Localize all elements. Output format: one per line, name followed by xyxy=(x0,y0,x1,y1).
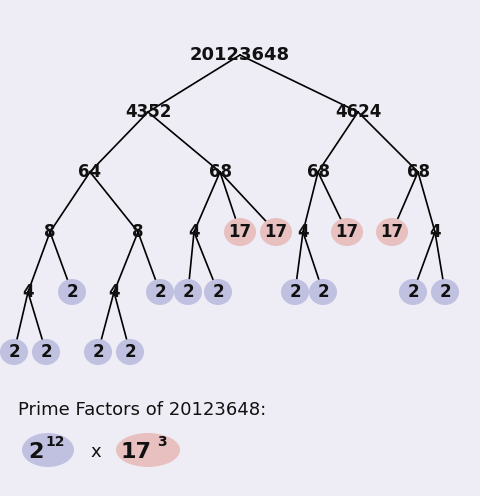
Ellipse shape xyxy=(174,279,202,305)
Text: 2: 2 xyxy=(154,283,166,301)
Text: 2: 2 xyxy=(317,283,329,301)
Text: 64: 64 xyxy=(78,163,102,181)
Ellipse shape xyxy=(116,433,180,467)
Ellipse shape xyxy=(376,218,408,246)
Ellipse shape xyxy=(22,433,74,467)
Text: 2: 2 xyxy=(289,283,301,301)
Text: 2: 2 xyxy=(407,283,419,301)
Text: 4624: 4624 xyxy=(335,103,381,121)
Text: 4: 4 xyxy=(297,223,309,241)
Ellipse shape xyxy=(58,279,86,305)
Text: 8: 8 xyxy=(132,223,144,241)
Text: 4: 4 xyxy=(108,283,120,301)
Text: 2: 2 xyxy=(8,343,20,361)
Text: 17: 17 xyxy=(336,223,359,241)
Ellipse shape xyxy=(431,279,459,305)
Ellipse shape xyxy=(146,279,174,305)
Ellipse shape xyxy=(32,339,60,365)
Text: 2: 2 xyxy=(439,283,451,301)
Text: 4352: 4352 xyxy=(125,103,171,121)
Text: 68: 68 xyxy=(407,163,430,181)
Ellipse shape xyxy=(0,339,28,365)
Text: 68: 68 xyxy=(208,163,231,181)
Ellipse shape xyxy=(399,279,427,305)
Ellipse shape xyxy=(281,279,309,305)
Text: 2: 2 xyxy=(66,283,78,301)
Text: 2: 2 xyxy=(212,283,224,301)
Text: 20123648: 20123648 xyxy=(190,46,290,64)
Ellipse shape xyxy=(260,218,292,246)
Text: 17: 17 xyxy=(120,442,152,462)
Text: 2: 2 xyxy=(92,343,104,361)
Ellipse shape xyxy=(224,218,256,246)
Text: Prime Factors of 20123648:: Prime Factors of 20123648: xyxy=(18,401,266,419)
Ellipse shape xyxy=(84,339,112,365)
Text: 17: 17 xyxy=(228,223,252,241)
Text: 4: 4 xyxy=(22,283,34,301)
Text: 17: 17 xyxy=(381,223,404,241)
Ellipse shape xyxy=(204,279,232,305)
Text: 4: 4 xyxy=(429,223,441,241)
Text: 68: 68 xyxy=(307,163,329,181)
Text: 17: 17 xyxy=(264,223,288,241)
Ellipse shape xyxy=(331,218,363,246)
Text: 2: 2 xyxy=(182,283,194,301)
Text: x: x xyxy=(91,443,101,461)
Text: 2: 2 xyxy=(28,442,44,462)
Text: 3: 3 xyxy=(157,435,167,449)
Ellipse shape xyxy=(116,339,144,365)
Text: 2: 2 xyxy=(40,343,52,361)
Text: 8: 8 xyxy=(44,223,56,241)
Ellipse shape xyxy=(309,279,337,305)
Text: 4: 4 xyxy=(188,223,200,241)
Text: 2: 2 xyxy=(124,343,136,361)
Text: 12: 12 xyxy=(45,435,65,449)
